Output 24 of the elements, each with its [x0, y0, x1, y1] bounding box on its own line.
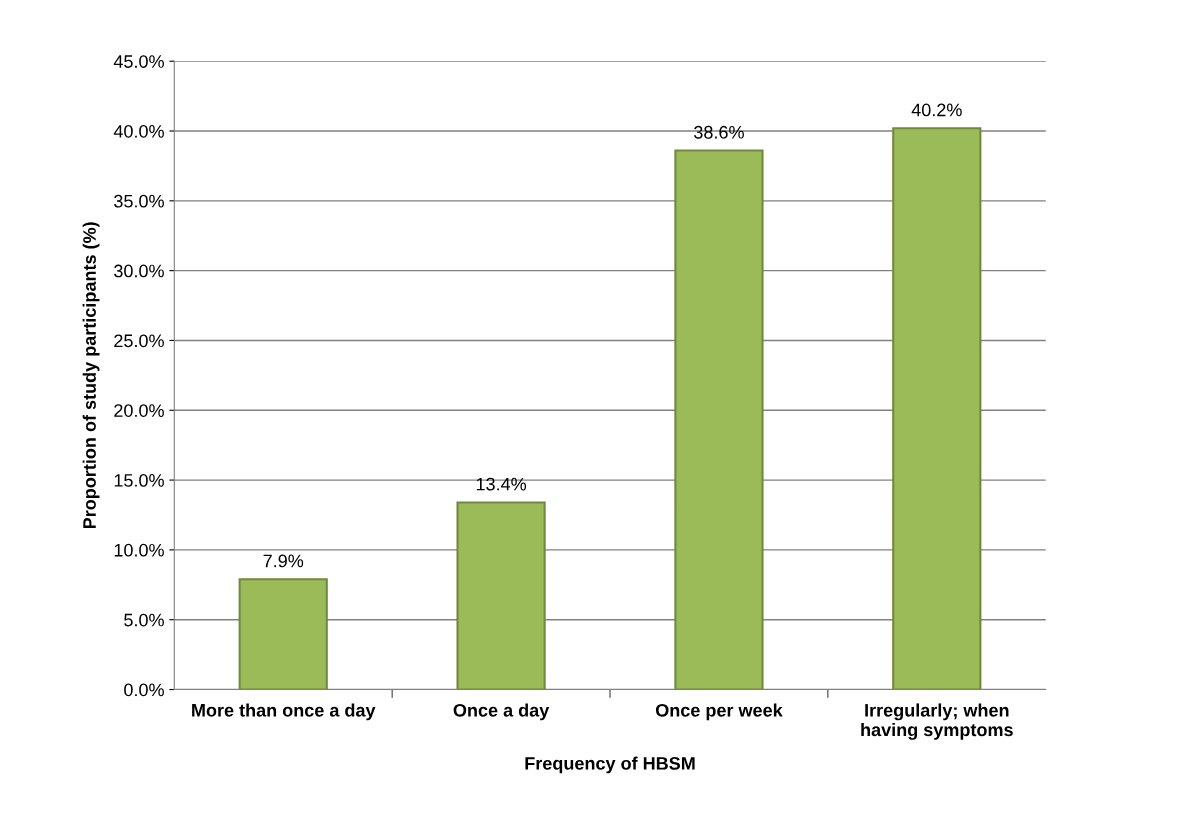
bar [892, 127, 982, 690]
y-axis-title: Proportion of study participants (%) [82, 222, 100, 529]
bar [456, 501, 546, 690]
x-tick-label: Once a day [453, 703, 550, 721]
y-tick-label: 40.0% [113, 124, 164, 138]
data-label: 38.6% [694, 125, 744, 139]
bar [238, 578, 328, 690]
y-tick-label: 5.0% [124, 613, 164, 627]
y-tick-label: 45.0% [113, 55, 164, 68]
y-tick-label: 30.0% [114, 264, 164, 278]
x-tick-label: More than once a day [192, 703, 376, 721]
data-label: 40.2% [911, 103, 962, 117]
data-label: 13.4% [476, 477, 527, 491]
y-tick-label: 25.0% [114, 334, 164, 348]
x-axis-title: Frequency of HBSM [525, 756, 695, 774]
y-tick-label: 20.0% [114, 404, 164, 417]
bar [674, 149, 764, 690]
y-tick-label: 0.0% [124, 683, 164, 697]
y-tick-label: 35.0% [114, 194, 164, 208]
y-tick-label: 15.0% [114, 474, 164, 487]
x-tick-label: Irregularly; when having symptoms [861, 703, 1013, 740]
y-tick-label: 10.0% [114, 543, 164, 557]
x-tick-label: Once per week [655, 703, 783, 721]
data-label: 7.9% [263, 554, 304, 568]
